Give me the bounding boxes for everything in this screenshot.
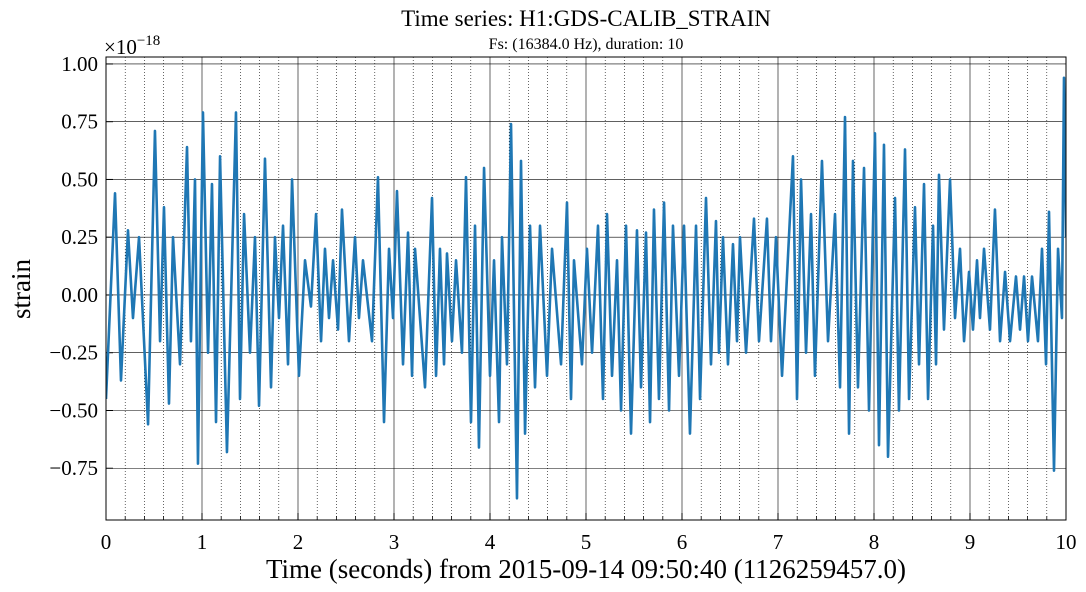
y-tick-label: 0.75 [61,110,98,134]
data-line [106,76,1066,500]
x-tick-label: 1 [197,530,208,554]
x-tick-label: 5 [581,530,592,554]
y-offset-exponent: −18 [137,33,160,49]
x-tick-label: 7 [773,530,784,554]
x-tick-label: 3 [389,530,400,554]
x-tick-label: 2 [293,530,304,554]
x-tick-label: 0 [101,530,112,554]
x-tick-label: 4 [485,530,496,554]
y-axis-label: strain [6,259,36,319]
y-tick-label: 0.25 [61,225,98,249]
y-offset-base: ×10 [104,35,137,59]
y-tick-label: −0.25 [49,341,98,365]
chart-subtitle: Fs: (16384.0 Hz), duration: 10 [489,36,684,53]
y-tick-label: 0.00 [61,283,98,307]
x-tick-label: 10 [1056,530,1077,554]
y-tick-label: 1.00 [61,52,98,76]
x-tick-label: 9 [965,530,976,554]
y-tick-label: −0.50 [49,398,98,422]
y-tick-label: 0.50 [61,167,98,191]
plot-frame [105,56,1067,521]
x-tick-label: 6 [677,530,688,554]
x-axis-label: Time (seconds) from 2015-09-14 09:50:40 … [266,554,906,584]
y-offset: ×10−18 [104,33,160,59]
y-tick-label: −0.75 [49,456,98,480]
x-tick-label: 8 [869,530,880,554]
chart-title: Time series: H1:GDS-CALIB_STRAIN [401,6,771,31]
